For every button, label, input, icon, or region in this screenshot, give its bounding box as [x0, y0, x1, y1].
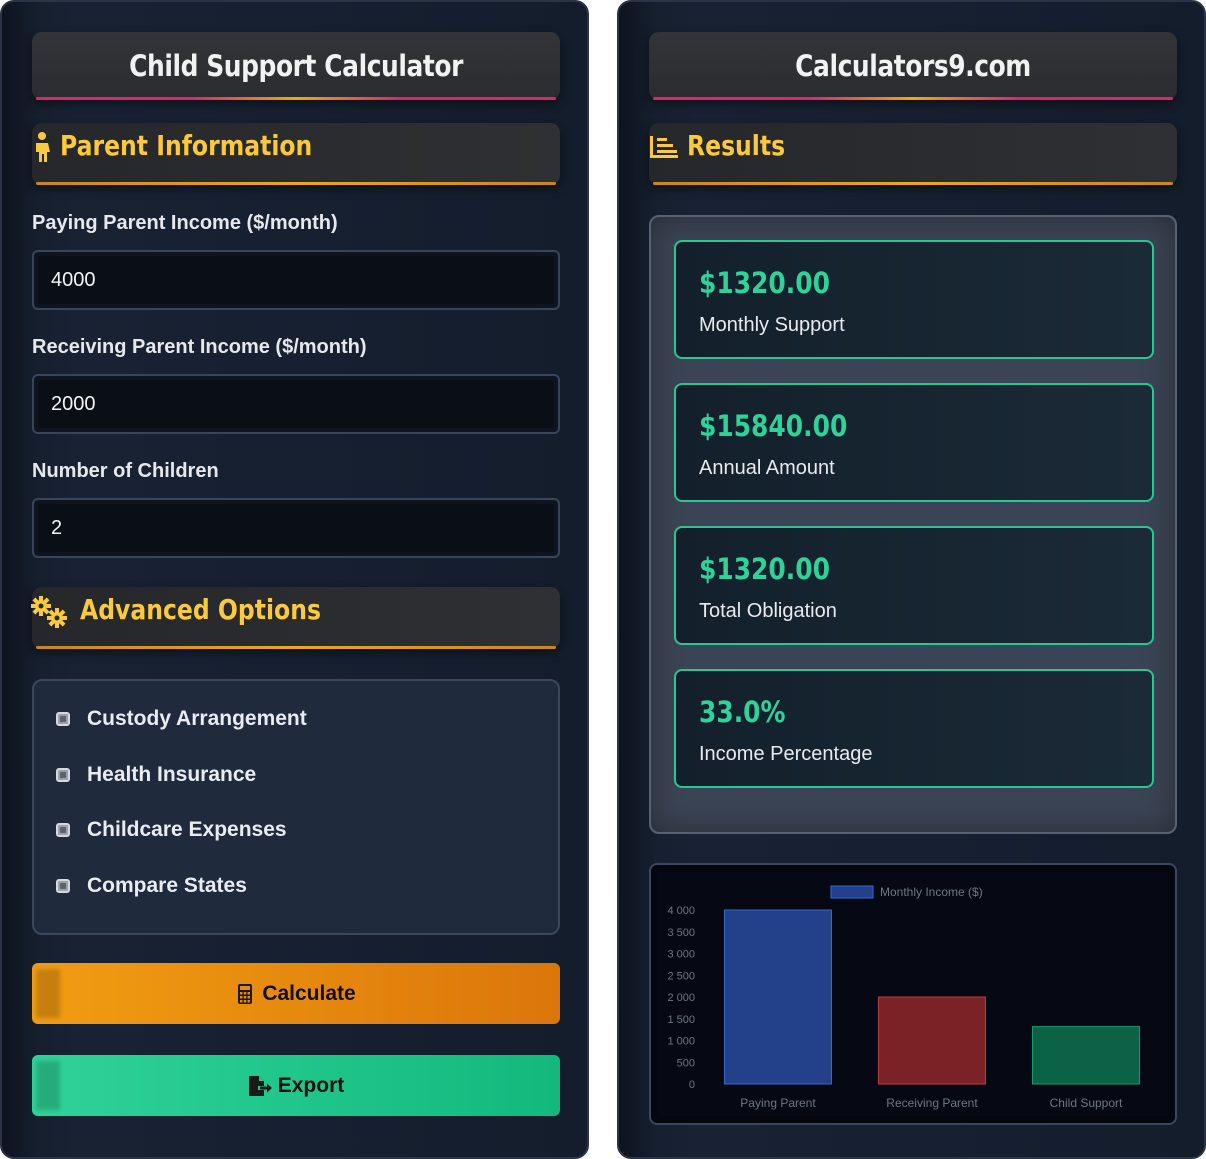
result-value: $1320.00 [699, 266, 830, 300]
children-count-input[interactable] [32, 498, 560, 558]
calculate-button[interactable]: Calculate [32, 963, 560, 1024]
checkbox[interactable] [56, 768, 70, 782]
results-container: $1320.00 Monthly Support $15840.00 Annua… [649, 215, 1177, 834]
x-tick-label: Child Support [1050, 1096, 1123, 1110]
results-header: Results [649, 123, 1177, 185]
result-label: Income Percentage [699, 743, 873, 765]
result-label: Monthly Support [699, 314, 845, 336]
calculator-icon [238, 983, 253, 1004]
y-tick-label: 500 [677, 1057, 695, 1069]
result-label: Annual Amount [699, 457, 835, 479]
y-tick-label: 2 000 [667, 992, 695, 1004]
y-tick-label: 3 500 [667, 927, 695, 939]
result-value: $1320.00 [699, 552, 830, 586]
bar-receiving-parent [878, 996, 986, 1085]
checkbox[interactable] [56, 712, 70, 726]
page-title: Child Support Calculator [129, 49, 463, 83]
results-panel: Calculators9.com Results $1320.00 Monthl… [617, 0, 1206, 1159]
export-button[interactable]: Export [32, 1055, 560, 1116]
x-tick-label: Paying Parent [740, 1096, 816, 1110]
bar-child-support [1032, 1026, 1140, 1085]
bar-chart-svg: 4 000 3 500 3 000 2 500 2 000 1 500 1 000 500 0 M… [658, 872, 1168, 1116]
result-value: 33.0% [699, 695, 786, 729]
site-title: Calculators9.com [795, 49, 1031, 83]
section-title: Results [687, 129, 786, 162]
person-icon [36, 132, 50, 162]
income-chart: 4 000 3 500 3 000 2 500 2 000 1 500 1 000 500 0 M… [649, 863, 1177, 1125]
y-tick-label: 0 [689, 1079, 695, 1091]
legend-swatch [830, 885, 874, 899]
option-custody-arrangement[interactable]: Custody Arrangement [56, 707, 307, 731]
section-title: Parent Information [60, 129, 313, 162]
advanced-options-header: Advanced Options [31, 587, 560, 649]
advanced-options-list: Custody Arrangement Health Insurance Chi… [32, 679, 560, 935]
checkbox[interactable] [56, 879, 70, 893]
option-label: Compare States [87, 874, 247, 897]
y-tick-label: 2 500 [667, 970, 695, 982]
option-label: Childcare Expenses [87, 818, 287, 841]
export-label: Export [277, 1073, 345, 1097]
y-tick-label: 1 000 [667, 1036, 695, 1048]
result-card-annual-amount: $15840.00 Annual Amount [674, 383, 1154, 502]
gears-icon [31, 596, 67, 628]
result-card-monthly-support: $1320.00 Monthly Support [674, 240, 1154, 359]
calculator-title-bar: Child Support Calculator [32, 32, 560, 100]
y-tick-label: 4 000 [667, 905, 695, 917]
y-tick-label: 3 000 [667, 949, 695, 961]
children-count-label: Number of Children [32, 460, 219, 482]
calculate-label: Calculate [262, 981, 356, 1005]
result-card-income-percentage: 33.0% Income Percentage [674, 669, 1154, 788]
receiving-income-label: Receiving Parent Income ($/month) [32, 336, 367, 358]
list-chart-icon [650, 136, 678, 158]
bar-paying-parent [724, 909, 832, 1085]
y-tick-label: 1 500 [667, 1014, 695, 1026]
calculator-panel: Child Support Calculator Parent Informat… [0, 0, 589, 1159]
x-tick-label: Receiving Parent [886, 1096, 978, 1110]
receiving-income-input[interactable] [32, 374, 560, 434]
result-label: Total Obligation [699, 600, 837, 622]
result-value: $15840.00 [699, 409, 848, 443]
section-title: Advanced Options [80, 593, 321, 626]
site-title-bar: Calculators9.com [649, 32, 1177, 100]
option-childcare-expenses[interactable]: Childcare Expenses [56, 818, 287, 842]
parent-information-header: Parent Information [32, 123, 560, 185]
option-label: Health Insurance [87, 763, 257, 786]
option-compare-states[interactable]: Compare States [56, 874, 247, 898]
option-health-insurance[interactable]: Health Insurance [56, 763, 256, 787]
checkbox[interactable] [56, 823, 70, 837]
option-label: Custody Arrangement [87, 707, 307, 730]
file-export-icon [248, 1075, 272, 1096]
legend-label: Monthly Income ($) [880, 885, 983, 899]
paying-income-label: Paying Parent Income ($/month) [32, 212, 338, 234]
result-card-total-obligation: $1320.00 Total Obligation [674, 526, 1154, 645]
paying-income-input[interactable] [32, 250, 560, 310]
